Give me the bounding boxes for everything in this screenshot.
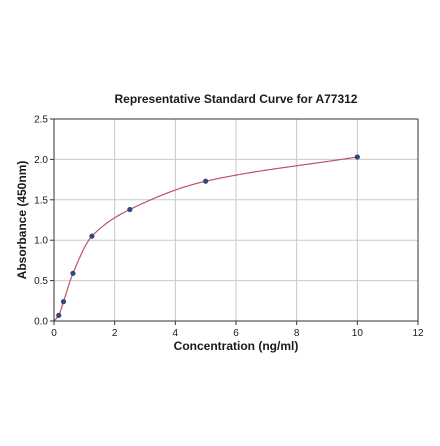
data-point — [203, 178, 209, 184]
y-axis-label: Absorbance (450nm) — [15, 161, 29, 280]
x-tick-label: 8 — [294, 328, 300, 339]
y-tick-label: 0.5 — [34, 276, 48, 287]
data-point — [60, 299, 67, 305]
x-axis-label: Concentration (ng/ml) — [174, 339, 299, 353]
y-tick-label: 2.0 — [34, 155, 48, 166]
x-tick-label: 2 — [112, 328, 118, 339]
x-tick-label: 4 — [173, 328, 179, 339]
y-tick-label: 1.0 — [34, 236, 48, 247]
x-tick-label: 10 — [352, 328, 364, 339]
grid-lines — [53, 118, 419, 322]
y-tick-label: 1.5 — [34, 195, 48, 206]
data-points-layer — [56, 154, 360, 318]
y-axis-ticks: 0.0 0.5 1.0 1.5 2.0 2.5 — [34, 115, 54, 328]
x-axis-ticks: 0 2 4 6 8 10 12 — [51, 321, 424, 339]
data-point — [70, 270, 76, 276]
data-point — [127, 206, 133, 213]
y-tick-label: 0.0 — [34, 317, 48, 328]
x-tick-label: 12 — [412, 328, 424, 339]
chart-title: Representative Standard Curve for A77312 — [115, 92, 358, 106]
y-tick-label: 2.5 — [34, 115, 48, 126]
x-tick-label: 6 — [233, 328, 239, 339]
data-point — [56, 312, 62, 318]
data-point — [354, 154, 360, 160]
x-tick-label: 0 — [51, 328, 57, 339]
data-point — [89, 233, 95, 239]
